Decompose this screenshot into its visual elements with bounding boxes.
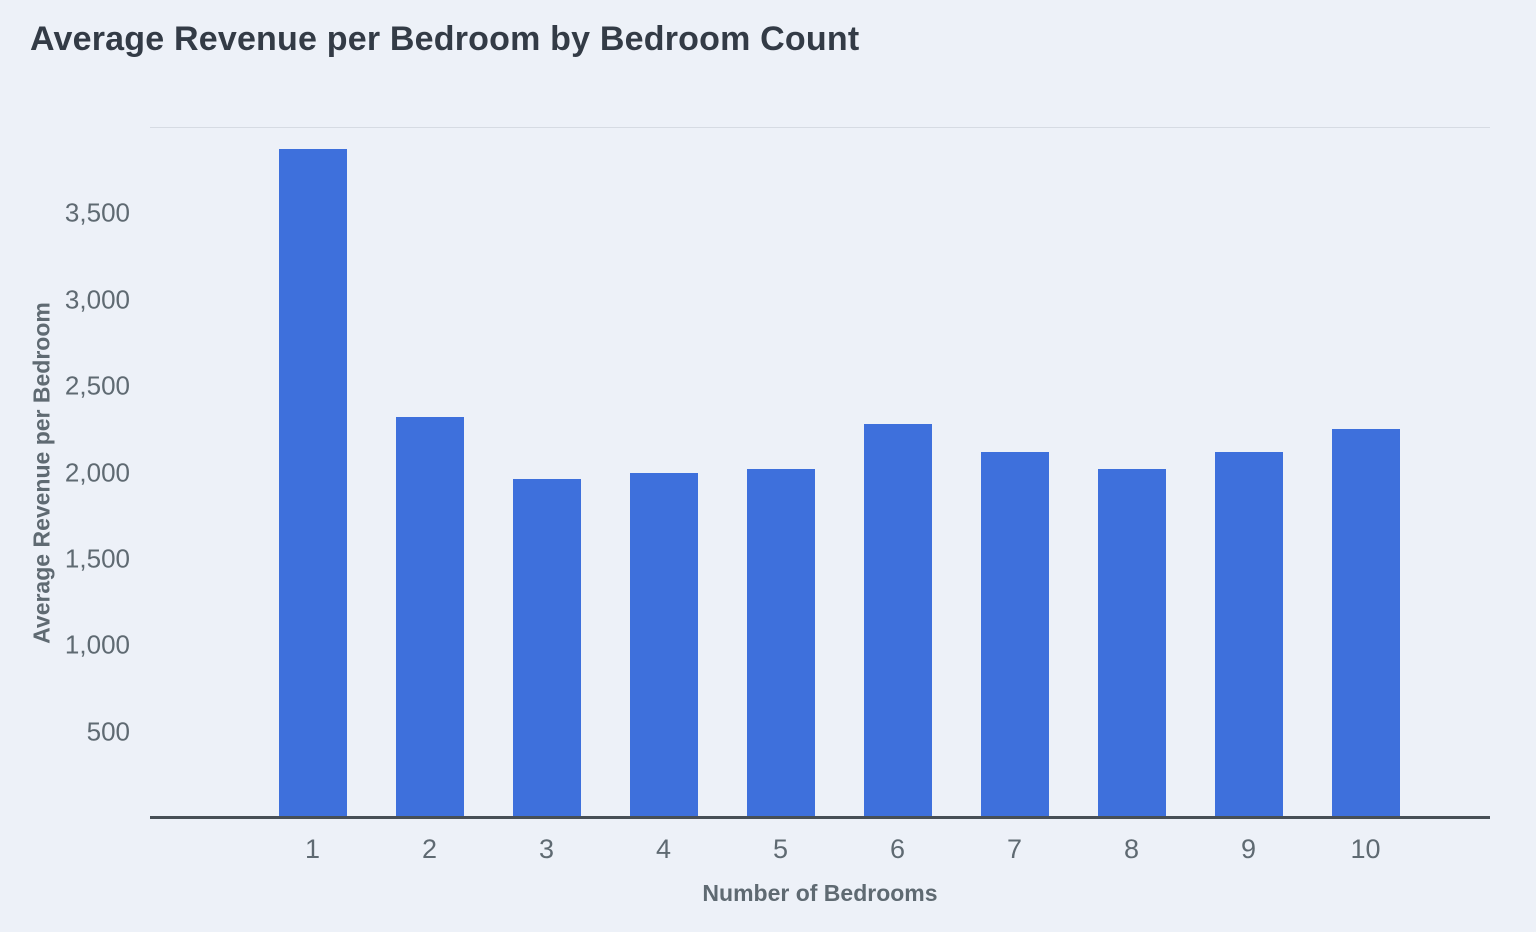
y-tick-label: 2,000 bbox=[64, 457, 130, 487]
x-label-column: 2 bbox=[371, 834, 488, 865]
x-label-column: 5 bbox=[722, 834, 839, 865]
bar-10 bbox=[1331, 429, 1400, 818]
y-tick-label: 1,000 bbox=[64, 629, 130, 660]
x-tick-label: 10 bbox=[1350, 834, 1381, 864]
bar-column bbox=[1307, 127, 1424, 818]
y-tick-label: 1,500 bbox=[64, 543, 130, 574]
x-tick-label: 9 bbox=[1240, 834, 1257, 864]
bar-column bbox=[956, 127, 1073, 818]
bar-column bbox=[371, 127, 488, 818]
x-label-column: 9 bbox=[1190, 834, 1307, 865]
bar-column bbox=[488, 127, 605, 818]
y-axis-tick-labels: 500 1,000 1,500 2,000 2,500 3,000 3,500 bbox=[65, 127, 1490, 818]
y-axis-title: Average Revenue per Bedroom bbox=[28, 301, 55, 644]
y-tick-label: 3,500 bbox=[64, 197, 130, 228]
x-tick-label: 7 bbox=[1006, 834, 1023, 864]
y-tick-label: 2,500 bbox=[64, 370, 130, 401]
plot-area: 500 1,000 1,500 2,000 2,500 3,000 3,500 1 2 3 4 5 6… bbox=[29, 127, 1490, 906]
top-gridline bbox=[150, 127, 1490, 128]
x-tick-label: 4 bbox=[655, 834, 672, 864]
x-tick-label: 2 bbox=[421, 834, 438, 864]
x-tick-label: 1 bbox=[304, 834, 321, 864]
bar-1 bbox=[278, 149, 347, 818]
x-axis-title: Number of Bedrooms bbox=[702, 880, 938, 906]
bar-8 bbox=[1097, 469, 1166, 818]
bar-6 bbox=[863, 424, 932, 818]
y-tick-label: 3,000 bbox=[64, 284, 130, 315]
x-tick-label: 3 bbox=[538, 834, 555, 864]
x-tick-label: 6 bbox=[889, 834, 906, 864]
bar-9 bbox=[1214, 451, 1283, 818]
bar-5 bbox=[746, 469, 815, 818]
bar-column bbox=[1073, 127, 1190, 818]
x-label-column: 8 bbox=[1073, 834, 1190, 865]
x-axis-line bbox=[150, 816, 1490, 819]
y-tick-label: 500 bbox=[86, 716, 130, 747]
bar-column bbox=[722, 127, 839, 818]
x-tick-label: 8 bbox=[1123, 834, 1140, 864]
bar-2 bbox=[395, 417, 464, 818]
bar-3 bbox=[512, 479, 581, 818]
bar-column bbox=[1190, 127, 1307, 818]
x-label-column: 7 bbox=[956, 834, 1073, 865]
bar-column bbox=[254, 127, 371, 818]
bar-7 bbox=[980, 451, 1049, 818]
bar-series bbox=[150, 127, 1490, 818]
x-label-column: 1 bbox=[254, 834, 371, 865]
x-axis-tick-labels: 1 2 3 4 5 6 7 8 9 10 bbox=[150, 834, 1490, 865]
x-label-column: 6 bbox=[839, 834, 956, 865]
x-label-column: 3 bbox=[488, 834, 605, 865]
chart-title: Average Revenue per Bedroom by Bedroom C… bbox=[30, 20, 860, 58]
bar-column bbox=[605, 127, 722, 818]
bar-4 bbox=[629, 472, 698, 818]
x-label-column: 4 bbox=[605, 834, 722, 865]
bar-column bbox=[839, 127, 956, 818]
x-tick-label: 5 bbox=[772, 834, 789, 864]
x-label-column: 10 bbox=[1307, 834, 1424, 865]
